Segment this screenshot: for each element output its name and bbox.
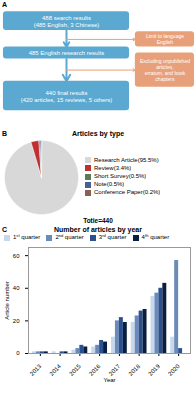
svg-text:2015: 2015: [68, 363, 82, 377]
html-text:Short Survey(0.5%): Short Survey(0.5%): [94, 172, 147, 179]
html-text:4ᵗʰ quarter: 4ᵗʰ quarter: [141, 234, 170, 240]
svg-text:2020: 2020: [167, 363, 181, 377]
html-text:Conference Paper(0.2%): Conference Paper(0.2%): [94, 189, 161, 196]
svg-text:Article number: Article number: [4, 281, 10, 320]
html-text:2ⁿᵈ quarter: 2ⁿᵈ quarter: [55, 234, 84, 240]
html-text:Note(0.5%): Note(0.5%): [94, 181, 125, 188]
svg-text:Excluding unpublishedarticles,: Excluding unpublishedarticles,erratum, a…: [140, 58, 190, 82]
svg-text:440 final results(420 articles: 440 final results(420 articles, 15 revie…: [21, 90, 113, 103]
svg-text:2019: 2019: [147, 363, 161, 377]
svg-text:2014: 2014: [48, 363, 62, 377]
svg-text:488 search results(485 English: 488 search results(485 English, 3 Chines…: [34, 15, 100, 28]
svg-text:2018: 2018: [128, 363, 142, 377]
svg-text:Year: Year: [103, 377, 115, 383]
html-text:Review(3.4%): Review(3.4%): [94, 164, 132, 171]
svg-text:Limit to languageEnglish: Limit to languageEnglish: [146, 33, 184, 45]
html-text:B: B: [2, 130, 8, 137]
svg-text:2013: 2013: [29, 363, 43, 377]
svg-text:0: 0: [16, 351, 20, 357]
html-text:1ˢᵗ quarter: 1ˢᵗ quarter: [13, 234, 41, 240]
html-text:Totie=440: Totie=440: [83, 217, 113, 224]
html-text:Number of articles by year: Number of articles by year: [54, 226, 142, 233]
svg-text:20: 20: [13, 318, 20, 324]
html-text:Research Article(95.5%): Research Article(95.5%): [94, 156, 159, 163]
svg-text:2017: 2017: [108, 363, 122, 377]
html-text:3ʳᵈ quarter: 3ʳᵈ quarter: [98, 234, 127, 240]
svg-text:40: 40: [13, 285, 20, 291]
svg-text:60: 60: [13, 253, 20, 259]
html-text:Articles by type: Articles by type: [71, 130, 125, 137]
svg-text:485 English research results: 485 English research results: [29, 50, 105, 56]
html-text:C: C: [2, 226, 8, 233]
svg-text:2016: 2016: [88, 363, 102, 377]
html-text:A: A: [2, 1, 8, 8]
